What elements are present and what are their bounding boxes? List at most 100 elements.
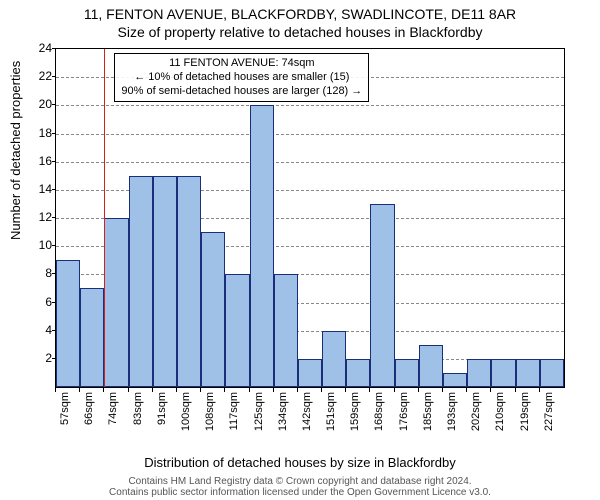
- y-tick-mark: [52, 217, 56, 218]
- x-tick-mark: [515, 388, 516, 392]
- x-tick-mark: [79, 388, 80, 392]
- y-tick-label: 6: [12, 295, 52, 309]
- histogram-bar: [225, 274, 249, 387]
- x-tick-label: 219sqm: [519, 392, 531, 442]
- x-tick-label: 151sqm: [325, 392, 337, 442]
- marker-line: [104, 49, 105, 387]
- histogram-bar: [516, 359, 540, 387]
- gridline: [56, 162, 564, 163]
- x-tick-label: 125sqm: [253, 392, 265, 442]
- x-tick-mark: [128, 388, 129, 392]
- y-tick-label: 4: [12, 323, 52, 337]
- x-tick-mark: [418, 388, 419, 392]
- footer-line2: Contains public sector information licen…: [0, 487, 600, 498]
- x-tick-label: 202sqm: [470, 392, 482, 442]
- histogram-bar: [201, 232, 225, 387]
- x-tick-label: 74sqm: [107, 392, 119, 442]
- histogram-bar: [467, 359, 491, 387]
- y-tick-mark: [52, 104, 56, 105]
- gridline: [56, 105, 564, 106]
- histogram-bar: [443, 373, 467, 387]
- x-tick-mark: [176, 388, 177, 392]
- x-tick-mark: [369, 388, 370, 392]
- x-tick-mark: [442, 388, 443, 392]
- y-tick-mark: [52, 273, 56, 274]
- histogram-bar: [80, 288, 104, 387]
- histogram-bar: [56, 260, 80, 387]
- x-tick-mark: [297, 388, 298, 392]
- y-tick-mark: [52, 76, 56, 77]
- y-tick-label: 18: [12, 126, 52, 140]
- x-tick-label: 57sqm: [59, 392, 71, 442]
- x-tick-label: 108sqm: [204, 392, 216, 442]
- x-tick-mark: [345, 388, 346, 392]
- plot-area: 11 FENTON AVENUE: 74sqm← 10% of detached…: [55, 48, 565, 388]
- y-tick-label: 2: [12, 351, 52, 365]
- histogram-bar: [491, 359, 515, 387]
- histogram-bar: [395, 359, 419, 387]
- y-tick-label: 8: [12, 266, 52, 280]
- x-tick-label: 227sqm: [543, 392, 555, 442]
- y-tick-mark: [52, 189, 56, 190]
- x-tick-label: 134sqm: [277, 392, 289, 442]
- gridline: [56, 134, 564, 135]
- chart-container: 11, FENTON AVENUE, BLACKFORDBY, SWADLINC…: [0, 0, 600, 500]
- x-tick-mark: [273, 388, 274, 392]
- histogram-bar: [370, 204, 394, 387]
- x-tick-label: 176sqm: [398, 392, 410, 442]
- x-tick-label: 210sqm: [494, 392, 506, 442]
- x-tick-label: 159sqm: [349, 392, 361, 442]
- y-tick-mark: [52, 330, 56, 331]
- histogram-bar: [177, 176, 201, 387]
- x-tick-mark: [55, 388, 56, 392]
- x-tick-mark: [394, 388, 395, 392]
- histogram-bar: [153, 176, 177, 387]
- chart-title-line1: 11, FENTON AVENUE, BLACKFORDBY, SWADLINC…: [0, 6, 600, 22]
- x-axis-label: Distribution of detached houses by size …: [0, 455, 600, 470]
- x-tick-mark: [103, 388, 104, 392]
- x-tick-label: 117sqm: [228, 392, 240, 442]
- histogram-bar: [419, 345, 443, 387]
- chart-title-line2: Size of property relative to detached ho…: [0, 24, 600, 40]
- histogram-bar: [540, 359, 564, 387]
- y-tick-mark: [52, 302, 56, 303]
- x-tick-mark: [200, 388, 201, 392]
- histogram-bar: [129, 176, 153, 387]
- x-tick-label: 100sqm: [180, 392, 192, 442]
- y-tick-mark: [52, 245, 56, 246]
- y-tick-mark: [52, 358, 56, 359]
- y-tick-label: 12: [12, 210, 52, 224]
- y-tick-label: 24: [12, 41, 52, 55]
- x-tick-label: 168sqm: [373, 392, 385, 442]
- y-tick-label: 16: [12, 154, 52, 168]
- x-tick-label: 83sqm: [132, 392, 144, 442]
- x-tick-mark: [539, 388, 540, 392]
- histogram-bar: [298, 359, 322, 387]
- chart-footer: Contains HM Land Registry data © Crown c…: [0, 476, 600, 498]
- y-tick-label: 20: [12, 97, 52, 111]
- histogram-bar: [104, 218, 128, 387]
- x-tick-mark: [490, 388, 491, 392]
- x-tick-label: 142sqm: [301, 392, 313, 442]
- x-tick-mark: [466, 388, 467, 392]
- y-tick-mark: [52, 133, 56, 134]
- histogram-bar: [322, 331, 346, 387]
- x-tick-label: 91sqm: [156, 392, 168, 442]
- x-tick-mark: [249, 388, 250, 392]
- footer-line1: Contains HM Land Registry data © Crown c…: [0, 476, 600, 487]
- histogram-bar: [346, 359, 370, 387]
- y-tick-label: 22: [12, 69, 52, 83]
- x-tick-mark: [224, 388, 225, 392]
- x-tick-mark: [152, 388, 153, 392]
- histogram-bar: [274, 274, 298, 387]
- x-tick-mark: [321, 388, 322, 392]
- y-tick-mark: [52, 161, 56, 162]
- x-tick-label: 193sqm: [446, 392, 458, 442]
- histogram-bar: [250, 105, 274, 387]
- annotation-line3: 90% of semi-detached houses are larger (…: [121, 85, 362, 99]
- x-tick-label: 185sqm: [422, 392, 434, 442]
- annotation-line1: 11 FENTON AVENUE: 74sqm: [121, 57, 362, 71]
- y-tick-label: 10: [12, 238, 52, 252]
- x-tick-label: 66sqm: [83, 392, 95, 442]
- annotation-box: 11 FENTON AVENUE: 74sqm← 10% of detached…: [114, 53, 369, 102]
